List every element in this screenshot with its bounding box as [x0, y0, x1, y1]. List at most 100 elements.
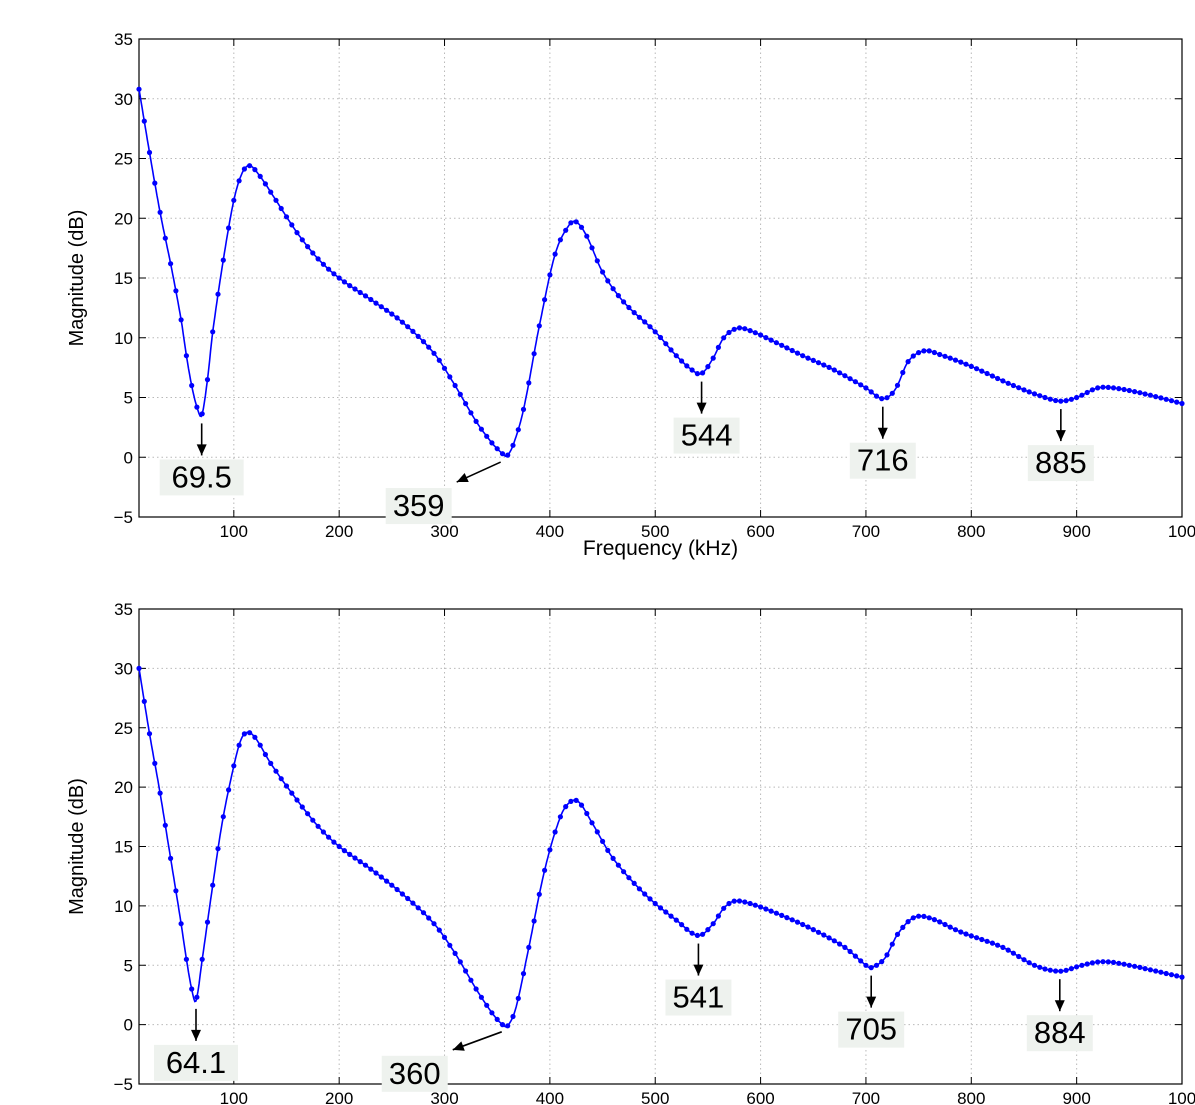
data-point [942, 921, 948, 928]
data-point [1021, 387, 1027, 393]
data-point [1021, 957, 1027, 963]
data-point [863, 962, 869, 968]
data-point [663, 341, 669, 347]
data-point [473, 418, 479, 424]
series-line [138, 668, 1183, 1028]
annotation: 716 [849, 406, 916, 479]
data-point [1037, 393, 1043, 399]
data-point [642, 319, 648, 325]
data-point [1163, 396, 1169, 402]
data-point [552, 829, 558, 835]
data-point [773, 910, 780, 916]
data-point [294, 230, 300, 236]
data-point [952, 927, 959, 933]
data-point [1063, 967, 1069, 973]
y-tick-label: 30 [114, 659, 133, 678]
data-point [847, 948, 853, 955]
data-point [362, 293, 369, 299]
data-point [873, 393, 880, 399]
data-point [684, 926, 690, 932]
data-point [1179, 400, 1185, 407]
data-point [626, 304, 632, 311]
annotation-arrow-head [1054, 1000, 1065, 1012]
data-point [847, 376, 853, 382]
data-point [331, 839, 337, 845]
data-point [968, 933, 974, 939]
data-point [315, 256, 321, 262]
data-point [289, 790, 295, 796]
y-tick-label: 15 [114, 269, 133, 288]
data-point [600, 269, 606, 275]
data-point [199, 956, 205, 962]
data-point [1168, 972, 1175, 978]
data-point [1074, 394, 1080, 401]
data-point [763, 906, 769, 912]
data-point [694, 932, 701, 939]
data-point [557, 814, 564, 820]
data-point [510, 442, 516, 448]
data-point [594, 258, 600, 264]
data-point [1168, 398, 1175, 404]
data-point [247, 163, 253, 169]
data-point [905, 359, 911, 365]
annotation-arrow-head [1055, 430, 1066, 442]
data-point [721, 335, 727, 341]
data-point [621, 299, 627, 305]
data-point [236, 178, 242, 184]
y-tick-label: 10 [114, 329, 133, 348]
data-point [1089, 960, 1095, 966]
data-point [1105, 384, 1111, 390]
data-point [278, 205, 284, 212]
data-point [1137, 390, 1143, 396]
data-point [426, 915, 432, 921]
chart-top: 100 200 300 400 500 600 700 800 900 100 −5 0 5 10 15 20… [66, 30, 1195, 560]
data-point [705, 364, 711, 370]
y-axis-label: Magnitude (dB) [66, 210, 88, 347]
data-point [768, 908, 774, 914]
y-axis-label: Magnitude (dB) [66, 778, 88, 915]
data-point [1016, 953, 1022, 960]
data-point [826, 364, 832, 370]
data-point [1047, 396, 1053, 402]
annotation-box [849, 442, 916, 479]
data-point [657, 334, 664, 341]
data-point [168, 261, 174, 267]
data-point [226, 225, 232, 231]
data-point [900, 369, 906, 376]
data-point [1063, 398, 1069, 404]
data-point [1079, 392, 1085, 398]
data-point [563, 227, 569, 233]
data-point [178, 317, 184, 323]
data-point [1121, 961, 1127, 967]
y-tick-label: 20 [114, 778, 133, 797]
data-point [736, 898, 743, 904]
grid [139, 38, 1183, 518]
annotation-box [159, 459, 244, 496]
x-tick-label: 700 [852, 1089, 880, 1105]
data-point [347, 851, 353, 858]
y-tick-label: 5 [124, 956, 133, 975]
data-point [273, 197, 279, 203]
data-point [331, 271, 337, 277]
annotation: 541 [665, 943, 732, 1016]
annotation: 884 [1026, 979, 1093, 1052]
data-point [452, 950, 458, 957]
data-point [894, 931, 901, 938]
annotation-box [673, 417, 740, 454]
data-point [789, 917, 795, 923]
data-point [1053, 968, 1059, 974]
data-point [710, 921, 716, 927]
data-point [600, 838, 606, 845]
data-point [916, 350, 922, 356]
data-point [952, 357, 959, 363]
data-point [1047, 967, 1053, 973]
data-point [178, 921, 184, 927]
data-point [162, 822, 168, 828]
data-point [194, 994, 200, 1000]
data-point [747, 900, 753, 907]
annotation-box [1026, 1015, 1093, 1052]
data-point [594, 829, 600, 835]
data-point [947, 924, 953, 930]
data-point [731, 326, 737, 332]
data-point [1016, 385, 1022, 391]
